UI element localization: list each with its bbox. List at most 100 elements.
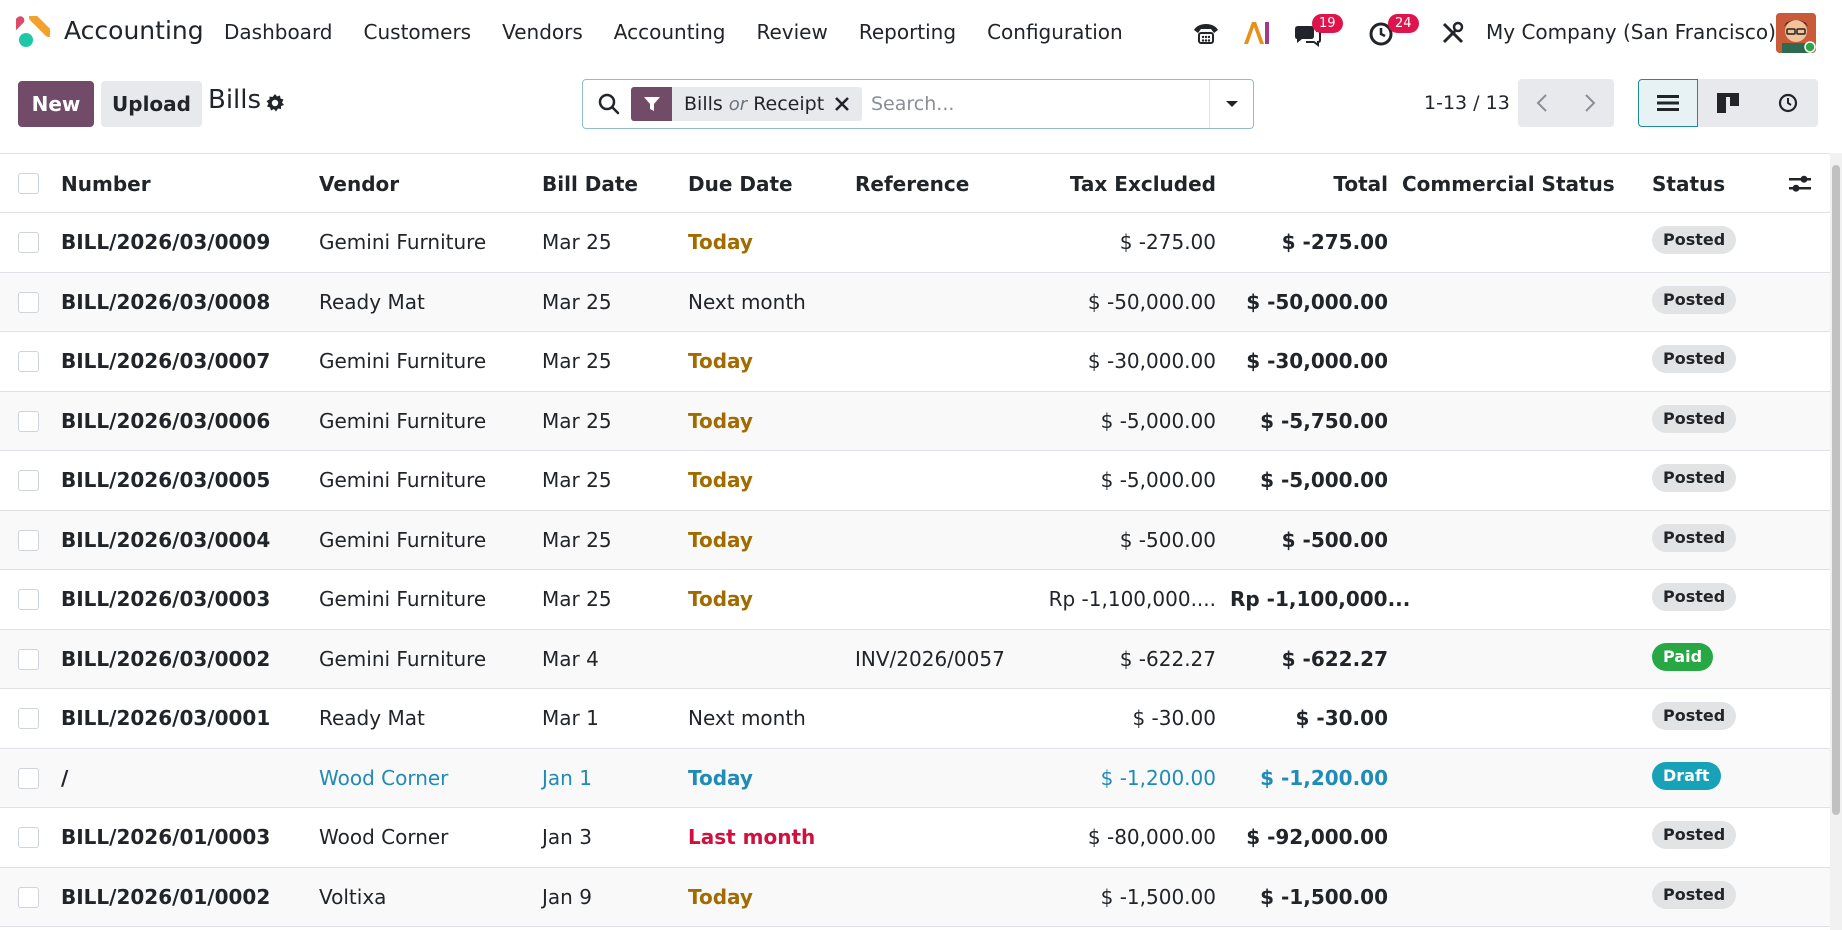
row-checkbox[interactable] (18, 886, 39, 908)
menu-dashboard[interactable]: Dashboard (224, 20, 333, 44)
select-all-checkbox[interactable] (18, 173, 39, 194)
column-total[interactable]: Total (1333, 172, 1388, 196)
row-checkbox[interactable] (18, 767, 39, 789)
cell-vendor: Voltixa (319, 884, 387, 909)
cell-bill-date: Mar 25 (542, 289, 612, 314)
column-vendor[interactable]: Vendor (319, 172, 400, 196)
menu-vendors[interactable]: Vendors (502, 20, 583, 44)
row-checkbox[interactable] (18, 708, 39, 729)
kanban-view-icon (1717, 93, 1739, 113)
cell-due-date: Today (688, 349, 753, 373)
table-row[interactable]: BILL/2026/03/0008 Ready Mat Mar 25 Next mon… (0, 272, 1830, 332)
cell-reference: INV/2026/0057 (855, 646, 1005, 671)
cell-tax-excluded: $ -30.00 (1132, 706, 1216, 730)
facet-value-receipt: Receipt (753, 93, 825, 115)
status-badge: Posted (1652, 285, 1737, 314)
cell-bill-date: Mar 25 (542, 587, 612, 611)
table-row[interactable]: BILL/2026/03/0007 Gemini Furniture Mar 25 T… (0, 332, 1830, 392)
menu-configuration[interactable]: Configuration (987, 20, 1123, 44)
vertical-scrollbar[interactable] (1830, 153, 1842, 930)
cell-bill-date: Mar 4 (542, 646, 599, 671)
facet-value-bills: Bills (684, 93, 723, 115)
phone-button[interactable] (1190, 12, 1222, 54)
menu-review[interactable]: Review (756, 20, 828, 44)
table-row[interactable]: BILL/2026/03/0004 Gemini Furniture Mar 25 T… (0, 510, 1830, 570)
new-button[interactable]: New (18, 81, 94, 127)
search-input[interactable] (871, 90, 1191, 118)
cell-total: $ -622.27 (1281, 646, 1388, 671)
column-bill-date[interactable]: Bill Date (542, 172, 638, 196)
cell-due-date: Today (688, 765, 753, 790)
search-icon[interactable] (597, 92, 621, 116)
debug-button[interactable] (1438, 12, 1468, 54)
cell-due-date: Next month (688, 289, 806, 314)
cell-vendor: Gemini Furniture (319, 349, 487, 373)
list-view-button[interactable] (1638, 79, 1698, 127)
messages-button[interactable]: 19 (1290, 12, 1343, 54)
row-checkbox[interactable] (18, 470, 39, 491)
cell-due-date: Today (688, 884, 753, 909)
kanban-view-button[interactable] (1698, 79, 1758, 127)
row-checkbox[interactable] (18, 827, 39, 848)
cell-due-date: Today (688, 587, 753, 611)
menu-accounting[interactable]: Accounting (613, 20, 726, 44)
search-options-toggle[interactable] (1209, 80, 1253, 128)
status-badge: Posted (1652, 464, 1737, 492)
column-tax-excluded[interactable]: Tax Excluded (1069, 172, 1216, 196)
row-checkbox[interactable] (18, 410, 39, 432)
cell-due-date: Next month (688, 706, 806, 730)
list-view-icon (1657, 95, 1679, 111)
cell-vendor: Gemini Furniture (319, 408, 487, 433)
sliders-icon[interactable] (1789, 174, 1811, 194)
pager-next-button[interactable] (1566, 79, 1614, 127)
row-checkbox[interactable] (18, 648, 39, 670)
accounting-logo-icon[interactable] (16, 16, 50, 50)
table-row[interactable]: BILL/2026/03/0001 Ready Mat Mar 1 Next mont… (0, 689, 1830, 749)
activities-button[interactable]: 24 (1366, 12, 1419, 54)
column-status[interactable]: Status (1652, 172, 1726, 196)
table-row[interactable]: BILL/2026/03/0006 Gemini Furniture Mar 25 T… (0, 391, 1830, 451)
cell-bill-date: Mar 25 (542, 230, 612, 254)
row-checkbox[interactable] (18, 232, 39, 253)
company-switcher[interactable]: My Company (San Francisco) (1486, 20, 1776, 44)
table-row[interactable]: BILL/2026/03/0002 Gemini Furniture Mar 4 IN… (0, 629, 1830, 689)
search-facet: Bills or Receipt (631, 87, 863, 121)
activity-view-icon (1778, 93, 1798, 113)
menu-reporting[interactable]: Reporting (858, 20, 957, 44)
gear-icon[interactable] (265, 93, 285, 113)
menu-customers[interactable]: Customers (363, 20, 472, 44)
app-name[interactable]: Accounting (64, 16, 204, 45)
status-badge: Posted (1652, 523, 1737, 552)
cell-tax-excluded: $ -80,000.00 (1087, 825, 1216, 849)
facet-remove-button[interactable] (834, 96, 862, 112)
cell-due-date: Today (688, 230, 753, 254)
upload-button[interactable]: Upload (101, 81, 202, 127)
cell-due-date: Today (688, 468, 753, 492)
table-row[interactable]: BILL/2026/01/0002 Voltixa Jan 9 Today $ -1,5… (0, 867, 1830, 927)
pager-previous-button[interactable] (1518, 79, 1566, 127)
table-row[interactable]: BILL/2026/03/0005 Gemini Furniture Mar 25 T… (0, 451, 1830, 511)
table-row[interactable]: / Wood Corner Jan 1 Today $ -1,200.00 $ -1,20… (0, 748, 1830, 808)
table-row[interactable]: BILL/2026/03/0009 Gemini Furniture Mar 25 T… (0, 213, 1830, 273)
row-checkbox[interactable] (18, 529, 39, 551)
table-row[interactable]: BILL/2026/01/0003 Wood Corner Jan 3 Last mo… (0, 808, 1830, 868)
top-navbar: Accounting Dashboard Customers Vendors A… (0, 0, 1842, 66)
cell-tax-excluded: $ -500.00 (1119, 527, 1216, 552)
cell-vendor: Gemini Furniture (319, 230, 487, 254)
column-commercial-status[interactable]: Commercial Status (1402, 172, 1615, 196)
cell-tax-excluded: $ -50,000.00 (1087, 289, 1216, 314)
cell-number: BILL/2026/03/0009 (61, 230, 271, 254)
row-checkbox[interactable] (18, 351, 39, 372)
row-checkbox[interactable] (18, 589, 39, 610)
scroll-thumb[interactable] (1832, 165, 1840, 815)
column-reference[interactable]: Reference (855, 172, 970, 196)
user-avatar[interactable] (1776, 13, 1816, 53)
table-row[interactable]: BILL/2026/03/0003 Gemini Furniture Mar 25 T… (0, 570, 1830, 630)
pager-value[interactable]: 1-13 / 13 (1424, 92, 1510, 114)
row-checkbox[interactable] (18, 291, 39, 313)
column-number[interactable]: Number (61, 172, 151, 196)
activity-view-button[interactable] (1758, 79, 1818, 127)
ai-button[interactable] (1240, 12, 1274, 54)
column-due-date[interactable]: Due Date (688, 172, 793, 196)
cell-total: $ -5,000.00 (1260, 468, 1388, 492)
